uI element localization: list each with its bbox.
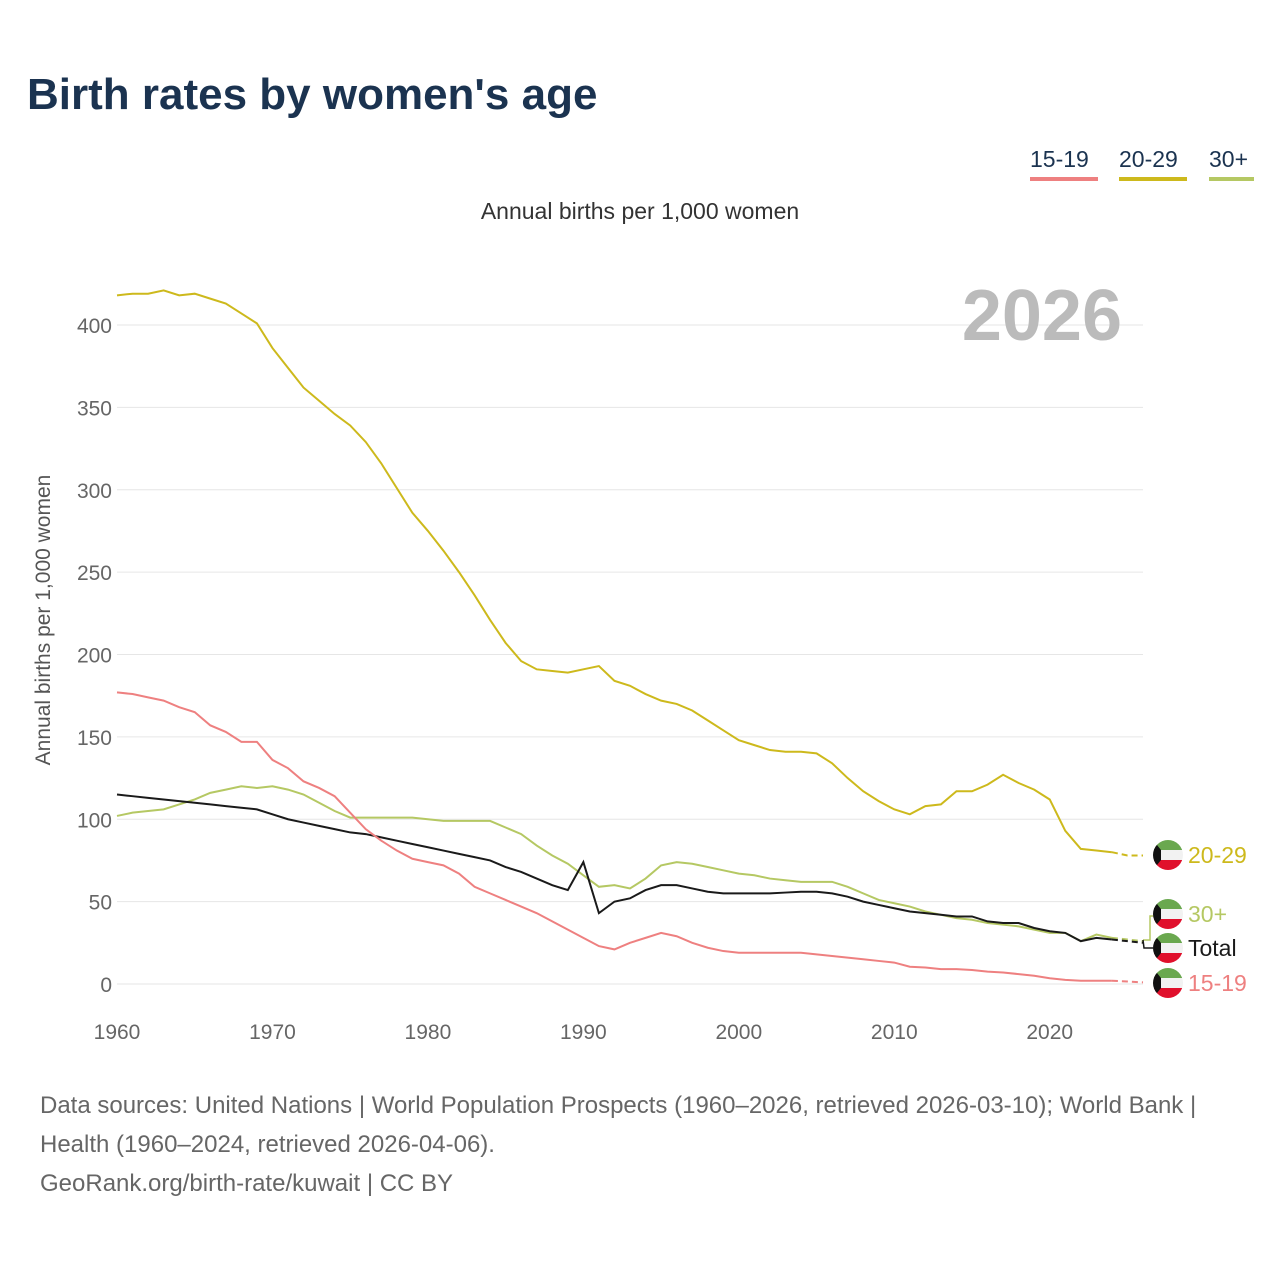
x-tick-label: 1960	[94, 1021, 141, 1044]
series-line-Total	[116, 793, 1113, 943]
series-forecast-15-19	[1111, 979, 1144, 984]
x-tick-label: 2020	[1026, 1021, 1073, 1044]
footer: Data sources: United Nations | World Pop…	[40, 1086, 1240, 1203]
x-tick-label: 1990	[560, 1021, 607, 1044]
end-label-20-29: 20-29	[1188, 842, 1247, 868]
end-label-30+: 30+	[1188, 901, 1227, 927]
legend-label: 15-19	[1030, 146, 1089, 172]
y-tick-label: 150	[77, 727, 112, 750]
data-sources: Data sources: United Nations | World Pop…	[40, 1092, 1197, 1158]
label-connector	[1142, 939, 1156, 949]
kuwait-flag-icon	[1153, 899, 1183, 929]
y-tick-label: 250	[77, 562, 112, 585]
chart-title: Birth rates by women's age	[27, 70, 598, 119]
end-label-Total: Total	[1188, 935, 1237, 961]
series-forecast-20-29	[1111, 851, 1143, 857]
series-line-30+	[116, 785, 1113, 943]
series-forecast-Total	[1111, 938, 1144, 944]
legend-swatch	[1119, 177, 1187, 181]
y-tick-label: 50	[89, 892, 112, 915]
x-tick-label: 1970	[249, 1021, 296, 1044]
y-tick-label: 350	[77, 397, 112, 420]
end-label-15-19: 15-19	[1188, 970, 1247, 996]
x-tick-label: 2000	[715, 1021, 762, 1044]
label-connector	[1143, 915, 1156, 941]
legend-30plus[interactable]: 30+	[1209, 146, 1254, 181]
series-line-15-19	[116, 691, 1112, 982]
legend-swatch	[1030, 177, 1098, 181]
legend-15-19[interactable]: 15-19	[1030, 146, 1098, 181]
series-forecast-30+	[1111, 936, 1144, 943]
y-tick-label: 400	[77, 315, 112, 338]
legend-20-29[interactable]: 20-29	[1119, 146, 1187, 181]
legend-label: 30+	[1209, 146, 1249, 172]
y-tick-label: 300	[77, 480, 112, 503]
year-watermark: 2026	[962, 276, 1122, 356]
y-tick-label: 0	[100, 974, 112, 997]
y-tick-label: 100	[77, 809, 112, 832]
series-line-20-29	[116, 289, 1113, 854]
kuwait-flag-icon	[1153, 840, 1183, 870]
legend-swatch	[1209, 177, 1254, 181]
kuwait-flag-icon	[1153, 933, 1183, 963]
y-tick-label: 200	[77, 645, 112, 668]
kuwait-flag-icon	[1153, 968, 1183, 998]
source-link[interactable]: GeoRank.org/birth-rate/kuwait | CC BY	[40, 1170, 454, 1197]
x-tick-label: 2010	[871, 1021, 918, 1044]
y-axis-label: Annual births per 1,000 women	[32, 475, 55, 766]
x-tick-label: 1980	[405, 1021, 452, 1044]
legend-label: 20-29	[1119, 146, 1178, 172]
chart-subtitle: Annual births per 1,000 women	[480, 198, 800, 224]
